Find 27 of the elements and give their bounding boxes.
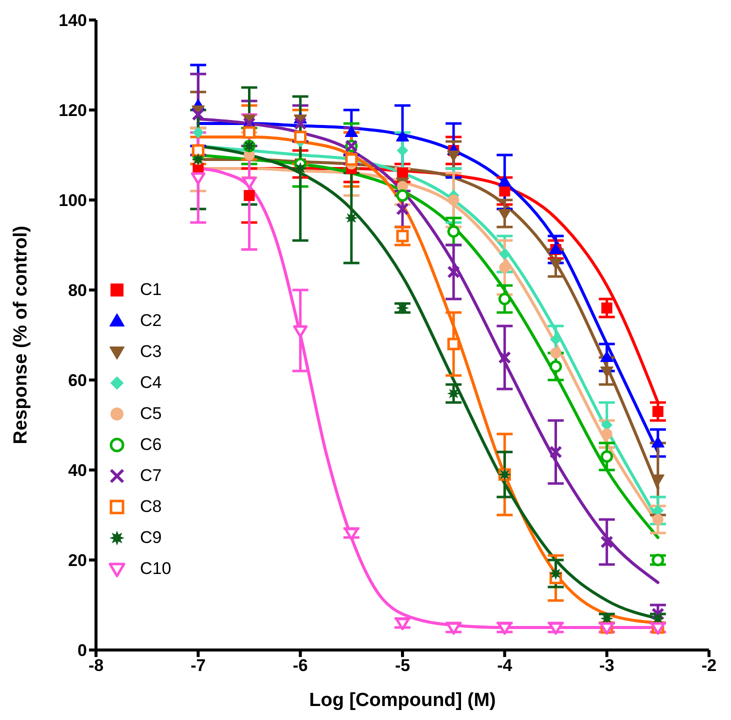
legend-label: C7	[140, 466, 162, 486]
legend-label: C9	[140, 528, 162, 548]
x-axis-title: Log [Compound] (M)	[309, 690, 496, 711]
x-tick-label: -7	[190, 656, 206, 676]
legend-label: C3	[140, 342, 162, 362]
legend-label: C1	[140, 280, 162, 300]
y-tick-label: 40	[68, 461, 87, 480]
x-tick-label: -8	[88, 656, 104, 676]
x-tick-label: -4	[497, 656, 513, 676]
legend-label: C8	[140, 497, 162, 517]
x-tick-label: -2	[701, 656, 717, 676]
y-tick-label: 140	[58, 11, 87, 30]
y-tick-label: 120	[58, 101, 87, 120]
legend-label: C2	[140, 311, 162, 331]
legend-label: C4	[140, 373, 162, 393]
x-tick-label: -5	[394, 656, 410, 676]
legend-label: C6	[140, 435, 162, 455]
y-tick-label: 60	[68, 371, 87, 390]
y-tick-label: 20	[68, 551, 87, 570]
legend-label: C5	[140, 404, 162, 424]
y-tick-label: 0	[78, 641, 87, 660]
x-tick-label: -6	[292, 656, 308, 676]
y-tick-label: 80	[68, 281, 87, 300]
y-axis-title: Response (% of control)	[10, 226, 32, 444]
y-tick-label: 100	[58, 191, 87, 210]
x-tick-label: -3	[599, 656, 614, 676]
legend-label: C10	[140, 559, 172, 579]
